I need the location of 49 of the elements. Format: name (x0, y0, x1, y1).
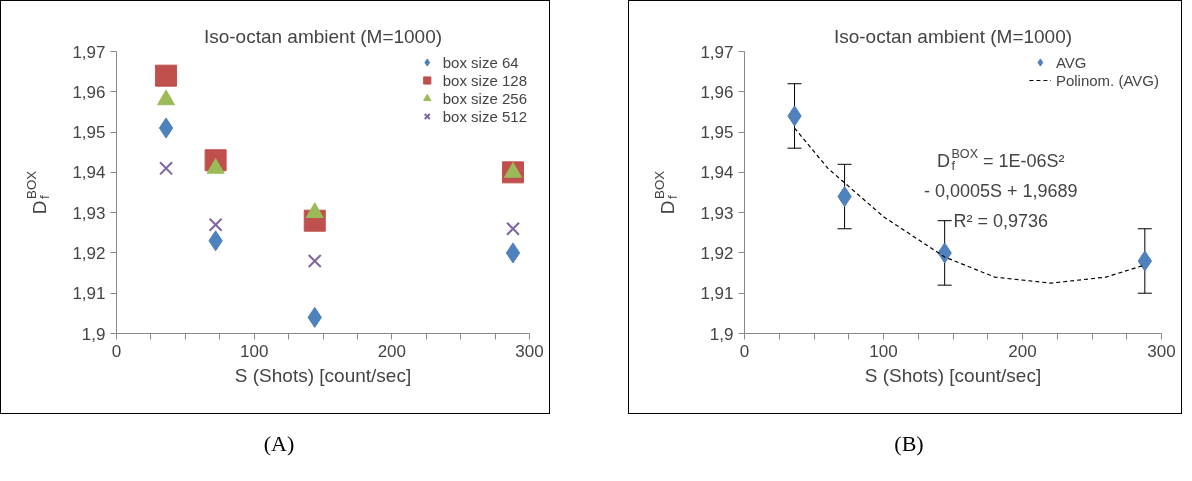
text: DfBOX (652, 170, 680, 215)
point (155, 64, 178, 87)
text: (B) (894, 430, 924, 458)
point (505, 221, 520, 236)
chart-title: Iso-octan ambient (M=1000) (203, 25, 443, 47)
y-tick-label: 1,92 (72, 243, 106, 263)
y-tick-label: 1,94 (72, 163, 106, 183)
legend-label: AVG (1055, 53, 1087, 71)
y-tick-label: 1,91 (700, 284, 734, 304)
x-axis-title: S (Shots) [count/sec] (864, 364, 1042, 386)
y-tick-label: 1,96 (700, 82, 734, 102)
x-tick-label: 200 (1008, 341, 1037, 361)
text: = 1E-06S² (983, 151, 1065, 172)
x-axis-title: S (Shots) [count/sec] (234, 364, 412, 386)
point (208, 217, 223, 232)
x-tick-label: 300 (515, 341, 544, 361)
x-tick-label: 300 (1147, 341, 1176, 361)
y-tick-label: 1,94 (700, 163, 734, 183)
x-tick-label: 100 (239, 341, 269, 361)
y-tick-label: 1,9 (709, 324, 734, 344)
point (505, 242, 521, 264)
point (307, 253, 322, 268)
legend-label: Polinom. (AVG) (1055, 71, 1159, 89)
annotation: - 0,0005S + 1,9689 (923, 181, 1078, 202)
y-tick-label: 1,93 (700, 203, 734, 223)
y-tick-label: 1,97 (700, 42, 734, 62)
x-tick-label: 100 (869, 341, 898, 361)
y-tick-label: 1,9 (81, 324, 106, 344)
y-tick-label: 1,93 (72, 203, 106, 223)
x-tick-label: 0 (111, 341, 122, 361)
point (158, 117, 174, 139)
y-tick-label: 1,96 (72, 82, 106, 102)
x-tick-label: 200 (377, 341, 407, 361)
chart-title: Iso-octan ambient (M=1000) (833, 25, 1073, 47)
legend-label: box size 256 (442, 89, 527, 107)
legend-label: box size 512 (442, 107, 527, 125)
point (159, 161, 174, 176)
y-axis-title: DfBOX (24, 170, 52, 215)
legend-label: box size 64 (442, 53, 519, 71)
point (305, 202, 324, 219)
y-tick-label: 1,97 (72, 42, 106, 62)
y-tick-label: 1,92 (700, 243, 734, 263)
y-tick-label: 1,95 (700, 123, 734, 143)
y-tick-label: 1,91 (72, 284, 106, 304)
text: (A) (263, 430, 295, 458)
y-tick-label: 1,95 (72, 123, 106, 143)
legend-label: box size 128 (442, 71, 527, 89)
annotation: R² = 0,9736 (953, 211, 1049, 232)
x-tick-label: 0 (739, 341, 750, 361)
